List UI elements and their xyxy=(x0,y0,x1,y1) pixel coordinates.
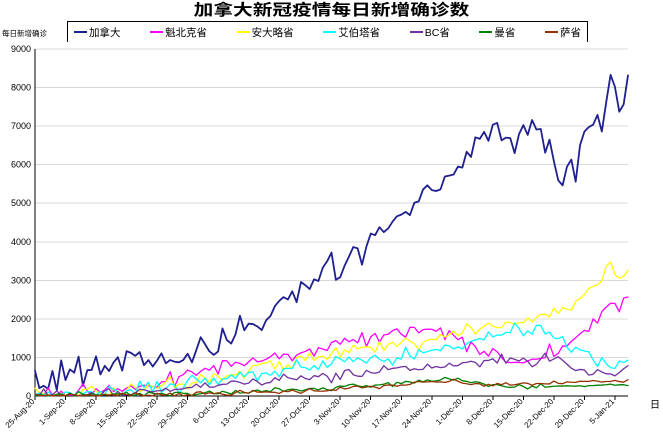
svg-text:22-Dec-20: 22-Dec-20 xyxy=(523,397,556,430)
svg-text:5-Jan-21: 5-Jan-21 xyxy=(588,397,617,426)
svg-text:1-Sep-20: 1-Sep-20 xyxy=(37,397,67,427)
svg-text:15-Sep-20: 15-Sep-20 xyxy=(95,397,128,430)
svg-text:6-Oct-20: 6-Oct-20 xyxy=(191,397,220,426)
svg-text:8000: 8000 xyxy=(11,83,31,93)
svg-text:20-Oct-20: 20-Oct-20 xyxy=(249,397,281,429)
svg-text:2000: 2000 xyxy=(11,314,31,324)
svg-text:1000: 1000 xyxy=(11,352,31,362)
svg-text:9000: 9000 xyxy=(11,44,31,54)
svg-text:7000: 7000 xyxy=(11,121,31,131)
svg-text:10-Nov-20: 10-Nov-20 xyxy=(339,397,372,430)
svg-text:29-Dec-20: 29-Dec-20 xyxy=(553,397,586,430)
svg-text:15-Dec-20: 15-Dec-20 xyxy=(492,397,525,430)
svg-text:24-Nov-20: 24-Nov-20 xyxy=(400,397,433,430)
svg-text:8-Sep-20: 8-Sep-20 xyxy=(68,397,98,427)
svg-text:27-Oct-20: 27-Oct-20 xyxy=(280,397,312,429)
svg-text:6000: 6000 xyxy=(11,160,31,170)
svg-text:17-Nov-20: 17-Nov-20 xyxy=(370,397,403,430)
svg-text:1-Dec-20: 1-Dec-20 xyxy=(434,397,464,427)
svg-text:13-Oct-20: 13-Oct-20 xyxy=(219,397,251,429)
svg-text:8-Dec-20: 8-Dec-20 xyxy=(465,397,495,427)
svg-text:29-Sep-20: 29-Sep-20 xyxy=(156,397,189,430)
svg-text:3000: 3000 xyxy=(11,275,31,285)
svg-text:4000: 4000 xyxy=(11,237,31,247)
svg-text:日: 日 xyxy=(650,400,660,411)
svg-text:25-Aug-20: 25-Aug-20 xyxy=(4,397,37,430)
svg-text:5000: 5000 xyxy=(11,198,31,208)
svg-text:3-Nov-20: 3-Nov-20 xyxy=(312,397,342,427)
svg-text:22-Sep-20: 22-Sep-20 xyxy=(126,397,159,430)
